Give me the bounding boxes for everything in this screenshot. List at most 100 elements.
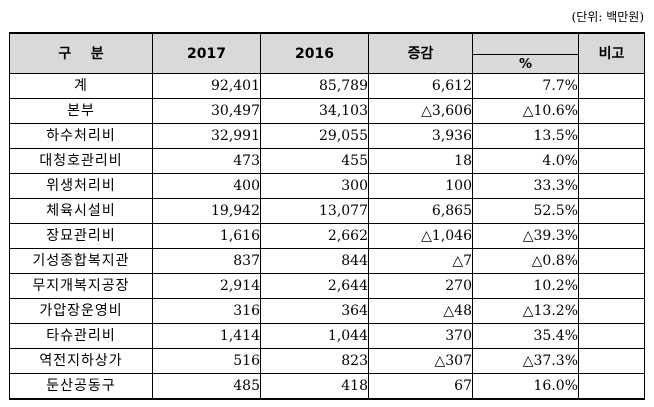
cell-2017: 1,616 [152,223,261,249]
cell-category: 둔산공동구 [9,373,153,400]
cell-change: 3,936 [368,123,473,149]
cell-pct: 7.7% [472,73,579,99]
cell-2016: 455 [260,148,369,174]
cell-pct: △13.2% [472,298,579,324]
table-row: 계 92,401 85,789 6,612 7.7% [9,73,645,99]
table-row: 가압장운영비 316 364 △48 △13.2% [9,298,645,324]
cell-pct: 4.0% [472,148,579,174]
cell-2017: 30,497 [152,98,261,124]
table-header: 구 분 2017 2016 증감 비고 % [9,32,645,74]
budget-table: 구 분 2017 2016 증감 비고 % 계 92,401 85,789 6,612… [9,32,645,400]
cell-category: 본부 [9,98,153,124]
cell-2017: 1,414 [152,323,261,349]
cell-2016: 844 [260,248,369,274]
cell-change: △3,606 [368,98,473,124]
cell-note [578,198,645,224]
cell-pct: 35.4% [472,323,579,349]
cell-note [578,148,645,174]
cell-category: 무지개복지공장 [9,273,153,299]
cell-2017: 837 [152,248,261,274]
cell-2016: 34,103 [260,98,369,124]
cell-2017: 32,991 [152,123,261,149]
cell-category: 가압장운영비 [9,298,153,324]
cell-2016: 1,044 [260,323,369,349]
cell-category: 위생처리비 [9,173,153,199]
header-change: 증감 [368,32,473,74]
table-body: 계 92,401 85,789 6,612 7.7% 본부 30,497 34,103 △3,6… [9,73,645,400]
table-row: 타슈관리비 1,414 1,044 370 35.4% [9,323,645,349]
cell-category: 체육시설비 [9,198,153,224]
cell-note [578,273,645,299]
table-row: 대청호관리비 473 455 18 4.0% [9,148,645,174]
cell-change: △1,046 [368,223,473,249]
cell-2016: 2,644 [260,273,369,299]
cell-2016: 300 [260,173,369,199]
cell-2016: 2,662 [260,223,369,249]
header-row: 구 분 2017 2016 증감 비고 [9,32,645,74]
cell-change: 67 [368,373,473,400]
cell-change: 18 [368,148,473,174]
cell-2016: 13,077 [260,198,369,224]
cell-note [578,173,645,199]
cell-note [578,73,645,99]
header-2016: 2016 [260,32,369,74]
cell-note [578,323,645,349]
table-row: 역전지하상가 516 823 △307 △37.3% [9,348,645,374]
cell-pct: 10.2% [472,273,579,299]
cell-2017: 516 [152,348,261,374]
cell-note [578,298,645,324]
cell-2016: 823 [260,348,369,374]
cell-category: 계 [9,73,153,99]
table-row: 체육시설비 19,942 13,077 6,865 52.5% [9,198,645,224]
header-note: 비고 [578,32,645,74]
cell-2017: 400 [152,173,261,199]
header-row-sub: % [10,54,645,74]
cell-2017: 473 [152,148,261,174]
table-row: 장묘관리비 1,616 2,662 △1,046 △39.3% [9,223,645,249]
cell-note [578,98,645,124]
cell-2017: 485 [152,373,261,400]
cell-note [578,373,645,400]
table-row: 무지개복지공장 2,914 2,644 270 10.2% [9,273,645,299]
header-change-top [472,32,579,55]
cell-pct: 33.3% [472,173,579,199]
cell-pct: 16.0% [472,373,579,400]
cell-pct: △0.8% [472,248,579,274]
cell-2017: 19,942 [152,198,261,224]
cell-change: 6,612 [368,73,473,99]
cell-category: 역전지하상가 [9,348,153,374]
cell-pct: △10.6% [472,98,579,124]
cell-change: 6,865 [368,198,473,224]
cell-2016: 85,789 [260,73,369,99]
cell-2016: 29,055 [260,123,369,149]
cell-note [578,248,645,274]
cell-pct: △37.3% [472,348,579,374]
cell-category: 타슈관리비 [9,323,153,349]
table-row: 하수처리비 32,991 29,055 3,936 13.5% [9,123,645,149]
cell-2016: 364 [260,298,369,324]
table-row: 위생처리비 400 300 100 33.3% [9,173,645,199]
cell-2017: 2,914 [152,273,261,299]
cell-change: 270 [368,273,473,299]
cell-2017: 316 [152,298,261,324]
cell-pct: 52.5% [472,198,579,224]
cell-category: 하수처리비 [9,123,153,149]
table-row: 본부 30,497 34,103 △3,606 △10.6% [9,98,645,124]
unit-note: (단위: 백만원) [571,10,644,24]
header-pct: % [472,54,579,74]
cell-category: 대청호관리비 [9,148,153,174]
cell-change: 370 [368,323,473,349]
cell-2017: 92,401 [152,73,261,99]
cell-category: 기성종합복지관 [9,248,153,274]
cell-pct: △39.3% [472,223,579,249]
cell-change: △48 [368,298,473,324]
cell-note [578,223,645,249]
table-row: 둔산공동구 485 418 67 16.0% [9,373,645,400]
cell-2016: 418 [260,373,369,400]
cell-change: △7 [368,248,473,274]
cell-category: 장묘관리비 [9,223,153,249]
cell-note [578,348,645,374]
header-category: 구 분 [9,32,153,74]
table-row: 기성종합복지관 837 844 △7 △0.8% [9,248,645,274]
cell-pct: 13.5% [472,123,579,149]
